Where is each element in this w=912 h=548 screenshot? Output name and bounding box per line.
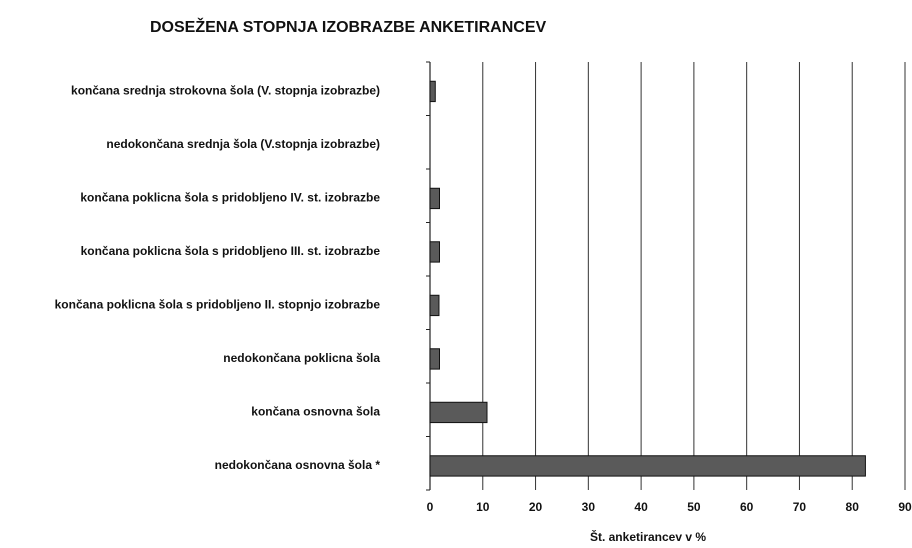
x-tick-label: 20: [529, 500, 543, 514]
bar: [429, 401, 488, 424]
y-tick-label: nedokončana srednja šola (V.stopnja izob…: [106, 137, 380, 151]
bar: [429, 455, 866, 477]
x-tick-label: 10: [476, 500, 490, 514]
y-tick-label: končana osnovna šola: [251, 405, 380, 419]
bar: [429, 187, 440, 210]
y-tick-label: končana srednja strokovna šola (V. stopn…: [71, 84, 380, 98]
x-tick-label: 0: [427, 500, 434, 514]
x-tick-label: 70: [793, 500, 807, 514]
x-tick-label: 80: [846, 500, 860, 514]
x-tick-label: 40: [634, 500, 648, 514]
x-tick-label: 60: [740, 500, 754, 514]
x-tick-label: 90: [898, 500, 912, 514]
y-tick-label: končana poklicna šola s pridobljeno III.…: [81, 244, 381, 258]
y-tick-label: nedokončana poklicna šola: [223, 351, 380, 365]
x-tick-label: 50: [687, 500, 701, 514]
chart-title: DOSEŽENA STOPNJA IZOBRAZBE ANKETIRANCEV: [150, 17, 547, 36]
y-tick-label: nedokončana osnovna šola *: [215, 458, 381, 472]
bar: [429, 80, 436, 103]
y-tick-label: končana poklicna šola s pridobljeno II. …: [55, 298, 381, 312]
y-tick-label: končana poklicna šola s pridobljeno IV. …: [80, 191, 380, 205]
x-tick-label: 30: [582, 500, 596, 514]
bar: [429, 294, 440, 317]
bar: [429, 241, 440, 263]
bar: [429, 348, 440, 370]
x-axis-label: Št. anketirancev v %: [590, 529, 706, 544]
